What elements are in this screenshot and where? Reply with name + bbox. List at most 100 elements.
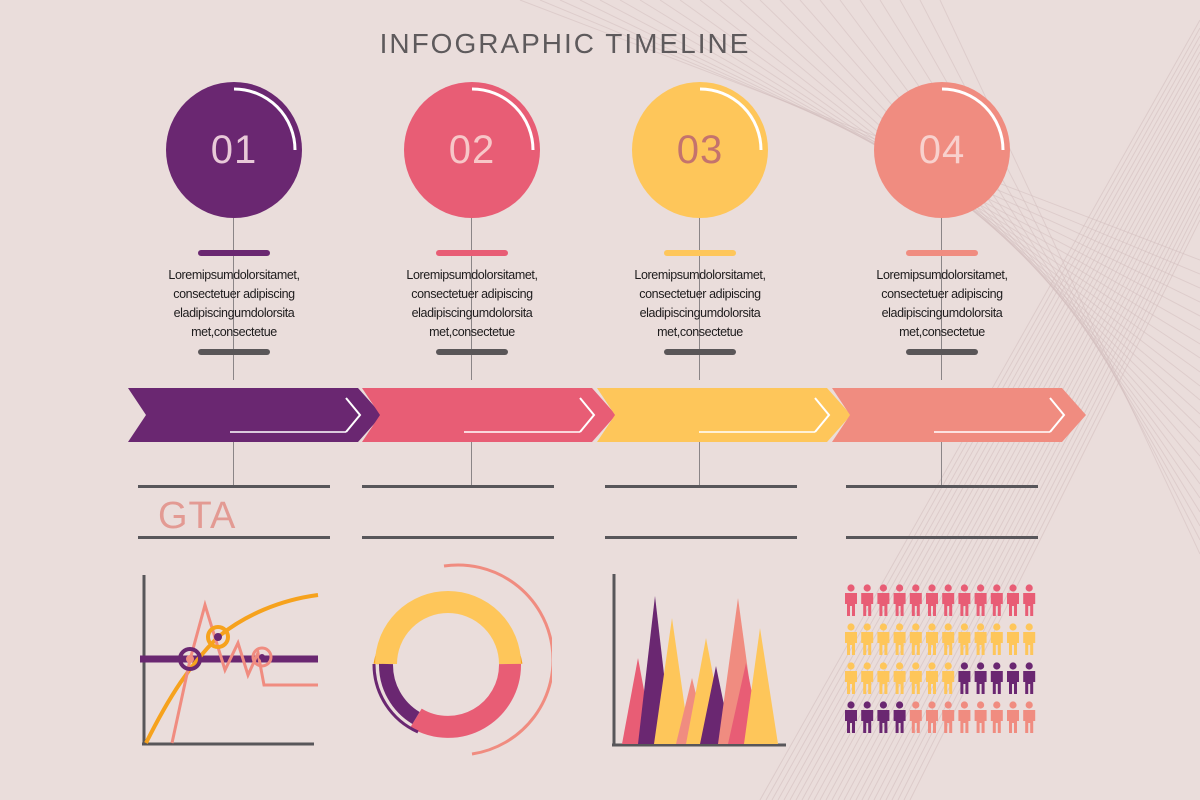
person-icon — [926, 623, 938, 655]
person-icon — [958, 623, 971, 655]
salmon-line — [170, 599, 318, 744]
connector-line — [233, 210, 234, 380]
step-description: Loremipsumdolorsitamet, consectetuer adip… — [634, 268, 766, 339]
marker-dot — [186, 655, 194, 663]
connector-line — [471, 210, 472, 380]
chevron-arrow-icon — [579, 397, 596, 433]
page-title: INFOGRAPHIC TIMELINE — [379, 28, 751, 59]
arrow-segment — [128, 388, 382, 442]
step-description: Loremipsumdolorsitamet, consectetuer adip… — [876, 268, 1008, 339]
peak — [744, 628, 778, 744]
people-pictogram-grid — [845, 584, 1036, 733]
accent-pill — [198, 250, 270, 256]
person-icon — [942, 584, 955, 616]
accent-pill — [436, 250, 508, 256]
circle-highlight-arc — [941, 87, 1005, 151]
person-icon — [958, 662, 971, 694]
timeline-step-4: 04 Loremipsumdolorsitamet, consectetuer a… — [822, 0, 1062, 800]
person-icon — [1023, 662, 1036, 694]
person-icon — [845, 701, 857, 733]
person-icon — [909, 662, 922, 694]
person-icon — [958, 701, 971, 733]
peak-chart-graphic — [612, 574, 786, 747]
person-icon — [877, 623, 890, 655]
connector-line — [941, 442, 942, 486]
line-chart-graphic — [140, 575, 319, 746]
arrow-segment — [832, 388, 1086, 442]
step-number: 04 — [918, 127, 966, 172]
person-icon — [1007, 584, 1019, 616]
donut-segment-yellow — [375, 591, 521, 665]
inner-arc-purple — [372, 663, 419, 734]
timeline-step-1: 01 Loremipsumdolorsitamet, consectetuer a… — [114, 0, 354, 800]
chevron-arrow-icon — [345, 397, 362, 433]
step-description: Loremipsumdolorsitamet, consectetuer adip… — [168, 268, 300, 339]
divider-pill — [198, 349, 270, 355]
person-icon — [990, 584, 1003, 616]
peak — [654, 618, 690, 744]
circle-highlight-arc — [471, 87, 535, 151]
person-icon — [1007, 623, 1019, 655]
divider-pill — [664, 349, 736, 355]
person-icon — [990, 662, 1003, 694]
person-icon — [909, 701, 922, 733]
person-icon — [877, 584, 890, 616]
person-icon — [942, 623, 955, 655]
rule-line — [846, 536, 1038, 539]
chevron-arrow-icon — [814, 397, 831, 433]
person-icon — [1023, 623, 1036, 655]
person-icon — [974, 584, 987, 616]
donut-chart-graphic — [372, 563, 552, 756]
chevron-arrow-icon — [1049, 397, 1066, 433]
person-icon — [845, 662, 857, 694]
step-number-circle: 02 — [404, 82, 540, 218]
person-icon — [1007, 701, 1019, 733]
step-number: 01 — [210, 127, 258, 172]
marker-dot — [259, 654, 265, 660]
person-icon — [990, 701, 1003, 733]
step-number-circle: 01 — [166, 82, 302, 218]
person-icon — [926, 701, 938, 733]
person-icon — [942, 701, 955, 733]
person-icon — [909, 584, 922, 616]
connector-line — [699, 210, 700, 380]
step-label: GTA — [158, 495, 237, 537]
person-icon — [845, 584, 857, 616]
timeline-arrow-bar — [128, 388, 1086, 442]
rule-line — [362, 485, 554, 488]
rule-line — [605, 536, 797, 539]
person-icon — [861, 662, 874, 694]
person-icon — [958, 584, 971, 616]
person-icon — [974, 662, 987, 694]
timeline-step-2: 02 Loremipsumdolorsitamet, consectetuer a… — [352, 0, 592, 800]
person-icon — [909, 623, 922, 655]
step-number-circle: 04 — [874, 82, 1010, 218]
rule-line — [138, 536, 330, 539]
orange-curve — [144, 593, 319, 744]
donut-segment-purple — [378, 663, 420, 724]
person-icon — [861, 623, 874, 655]
person-icon — [1023, 701, 1036, 733]
accent-pill — [664, 250, 736, 256]
person-icon — [861, 584, 874, 616]
rule-line — [846, 485, 1038, 488]
step-number-circle: 03 — [632, 82, 768, 218]
person-icon — [1007, 662, 1019, 694]
circle-highlight-arc — [233, 87, 297, 151]
circle-highlight-arc — [699, 87, 763, 151]
step-number: 02 — [448, 127, 496, 172]
person-icon — [877, 662, 890, 694]
marker-circle — [178, 647, 202, 671]
person-icon — [893, 584, 906, 616]
rule-line — [362, 536, 554, 539]
person-icon — [893, 623, 906, 655]
marker-circle — [251, 646, 273, 668]
person-icon — [942, 662, 955, 694]
person-icon — [974, 623, 987, 655]
person-icon — [861, 701, 874, 733]
arrow-segment — [362, 388, 616, 442]
donut-segment-pink — [410, 663, 522, 738]
person-icon — [1023, 584, 1036, 616]
step-description: Loremipsumdolorsitamet, consectetuer adip… — [406, 268, 538, 339]
person-icon — [845, 623, 857, 655]
